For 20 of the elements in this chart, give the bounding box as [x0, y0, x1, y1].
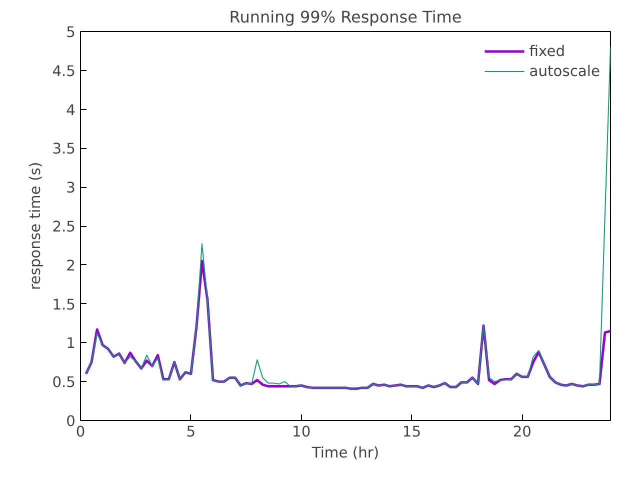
y-tick-label: 1.5: [52, 296, 76, 314]
legend-label: autoscale: [529, 62, 600, 80]
y-tick-label: 1: [66, 335, 76, 352]
y-tick-label: 3.5: [52, 140, 76, 158]
x-tick-label: 20: [512, 424, 532, 440]
y-tick-label: 3: [66, 180, 76, 197]
chart-title: Running 99% Response Time: [229, 8, 462, 26]
legend-label: fixed: [529, 42, 566, 60]
y-axis-title: response time (s): [27, 162, 44, 290]
x-tick-label: 5: [186, 424, 196, 440]
y-tick-label: 2.5: [52, 218, 76, 236]
y-tick-label: 0.5: [52, 374, 76, 392]
x-axis-title: Time (hr): [310, 444, 380, 462]
y-tick-label: 4.5: [52, 62, 76, 80]
y-tick-label: 5: [66, 24, 76, 41]
y-tick-label: 4: [66, 102, 76, 119]
x-tick-label: 10: [292, 424, 311, 440]
y-tick-label: 2: [66, 257, 76, 274]
y-tick-label: 0: [66, 413, 76, 430]
x-tick-label: 15: [402, 424, 422, 440]
